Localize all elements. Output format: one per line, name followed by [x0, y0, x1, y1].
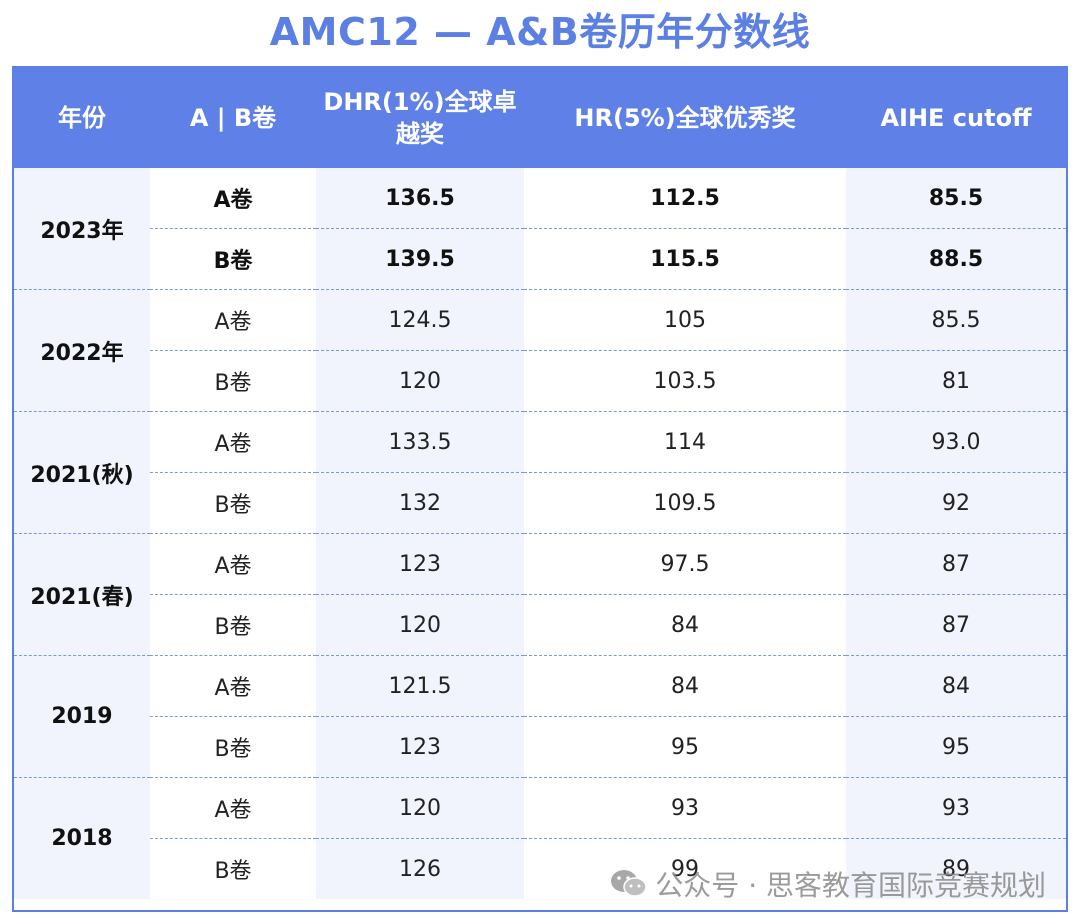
hr-cell: 112.5 [524, 168, 846, 229]
dhr-cell: 123 [316, 533, 524, 595]
aihe-cell: 93 [846, 777, 1066, 839]
scores-table: 年份 A | B卷 DHR(1%)全球卓越奖 HR(5%)全球优秀奖 AIHE … [14, 68, 1066, 899]
aihe-cell: 85.5 [846, 289, 1066, 351]
hr-cell: 99 [524, 838, 846, 899]
paper-cell: B卷 [150, 594, 316, 656]
paper-cell: A卷 [150, 289, 316, 351]
year-cell: 2023年 [14, 168, 150, 290]
table-row: 2021(春) A卷 123 97.5 87 [14, 533, 1066, 656]
hr-cell: 93 [524, 777, 846, 839]
table-row: 2019 A卷 121.5 84 84 [14, 655, 1066, 778]
dhr-cell: 123 [316, 716, 524, 778]
paper-cell: A卷 [150, 655, 316, 717]
paper-cell: B卷 [150, 350, 316, 412]
scores-table-container: 年份 A | B卷 DHR(1%)全球卓越奖 HR(5%)全球优秀奖 AIHE … [12, 66, 1068, 912]
year-cell: 2021(春) [14, 533, 150, 656]
hr-cell: 84 [524, 594, 846, 656]
dhr-cell: 139.5 [316, 228, 524, 290]
paper-cell: B卷 [150, 716, 316, 778]
table-row: B卷 123 95 95 [14, 716, 1066, 778]
dhr-cell: 124.5 [316, 289, 524, 351]
hr-cell: 103.5 [524, 350, 846, 412]
table-row: B卷 132 109.5 92 [14, 472, 1066, 534]
table-row: B卷 120 103.5 81 [14, 350, 1066, 412]
paper-cell: A卷 [150, 777, 316, 839]
paper-cell: B卷 [150, 228, 316, 290]
aihe-cell: 87 [846, 533, 1066, 595]
dhr-cell: 120 [316, 350, 524, 412]
hr-cell: 97.5 [524, 533, 846, 595]
header-aihe: AIHE cutoff [846, 68, 1066, 168]
hr-cell: 84 [524, 655, 846, 717]
hr-cell: 115.5 [524, 228, 846, 290]
paper-cell: A卷 [150, 411, 316, 473]
dhr-cell: 120 [316, 777, 524, 839]
paper-cell: A卷 [150, 168, 316, 229]
page-title: AMC12 — A&B卷历年分数线 [269, 10, 811, 54]
table-row: 2018 A卷 120 93 93 [14, 777, 1066, 899]
paper-cell: A卷 [150, 533, 316, 595]
header-dhr: DHR(1%)全球卓越奖 [316, 68, 524, 168]
table-row: B卷 126 99 89 [14, 838, 1066, 899]
paper-cell: B卷 [150, 838, 316, 899]
table-row: B卷 139.5 115.5 88.5 [14, 228, 1066, 290]
aihe-cell: 84 [846, 655, 1066, 717]
aihe-cell: 95 [846, 716, 1066, 778]
dhr-cell: 121.5 [316, 655, 524, 717]
header-paper: A | B卷 [150, 68, 316, 168]
year-cell: 2019 [14, 655, 150, 778]
table-row: B卷 120 84 87 [14, 594, 1066, 656]
dhr-cell: 133.5 [316, 411, 524, 473]
aihe-cell: 89 [846, 838, 1066, 899]
hr-cell: 105 [524, 289, 846, 351]
hr-cell: 114 [524, 411, 846, 473]
aihe-cell: 88.5 [846, 228, 1066, 290]
table-header-row: 年份 A | B卷 DHR(1%)全球卓越奖 HR(5%)全球优秀奖 AIHE … [14, 68, 1066, 168]
aihe-cell: 93.0 [846, 411, 1066, 473]
aihe-cell: 81 [846, 350, 1066, 412]
header-year: 年份 [14, 68, 150, 168]
year-cell: 2021(秋) [14, 411, 150, 534]
paper-cell: B卷 [150, 472, 316, 534]
dhr-cell: 126 [316, 838, 524, 899]
hr-cell: 95 [524, 716, 846, 778]
year-cell: 2018 [14, 777, 150, 899]
year-cell: 2022年 [14, 289, 150, 412]
dhr-cell: 120 [316, 594, 524, 656]
aihe-cell: 85.5 [846, 168, 1066, 229]
aihe-cell: 87 [846, 594, 1066, 656]
aihe-cell: 92 [846, 472, 1066, 534]
dhr-cell: 132 [316, 472, 524, 534]
header-hr: HR(5%)全球优秀奖 [524, 68, 846, 168]
hr-cell: 109.5 [524, 472, 846, 534]
table-row: 2023年 A卷 136.5 112.5 85.5 [14, 168, 1066, 290]
dhr-cell: 136.5 [316, 168, 524, 229]
table-row: 2022年 A卷 124.5 105 85.5 [14, 289, 1066, 412]
table-row: 2021(秋) A卷 133.5 114 93.0 [14, 411, 1066, 534]
